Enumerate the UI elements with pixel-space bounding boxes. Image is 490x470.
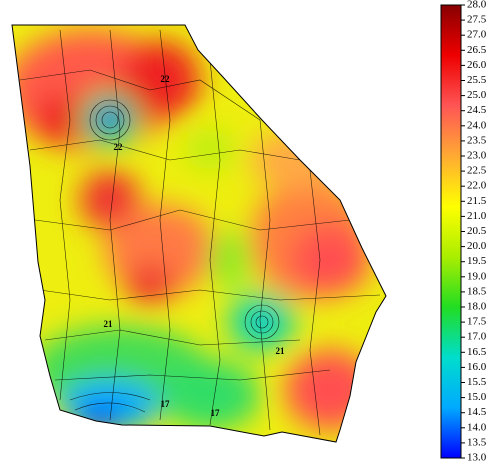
colorbar-tick-label: 22.0: [467, 180, 487, 192]
colorbar-tick-label: 13.0: [467, 452, 487, 464]
colorbar-tick-label: 26.0: [467, 59, 487, 71]
colorbar-tick-label: 18.0: [467, 301, 487, 313]
contour-label: 21: [276, 346, 286, 356]
colorbar-tick-label: 23.5: [467, 134, 487, 146]
colorbar-tick-label: 19.5: [467, 255, 487, 267]
contour-label: 22: [161, 74, 171, 84]
colorbar-tick-label: 28.0: [467, 0, 487, 11]
colorbar-tick-label: 23.0: [467, 150, 487, 162]
colorbar-tick-label: 25.0: [467, 89, 487, 101]
colorbar: [440, 4, 462, 459]
colorbar-tick-label: 14.5: [467, 406, 487, 418]
contour-label: 21: [104, 319, 114, 329]
colorbar-tick-label: 25.5: [467, 74, 487, 86]
colorbar-tick-label: 26.5: [467, 44, 487, 56]
colorbar-tick-label: 22.5: [467, 165, 487, 177]
colorbar-tick-label: 27.0: [467, 29, 487, 41]
colorbar-tick-label: 16.5: [467, 346, 487, 358]
colorbar-tick-label: 27.5: [467, 14, 487, 26]
colorbar-tick-label: 24.0: [467, 119, 487, 131]
colorbar-tick-label: 13.5: [467, 436, 487, 448]
colorbar-tick-label: 19.0: [467, 270, 487, 282]
colorbar-tick-label: 15.5: [467, 376, 487, 388]
colorbar-tick-label: 21.5: [467, 195, 487, 207]
colorbar-tick-label: 20.5: [467, 225, 487, 237]
colorbar-tick-label: 17.0: [467, 331, 487, 343]
state-outline: [11, 24, 387, 443]
contour-label: 22: [114, 142, 124, 152]
colorbar-tick-label: 15.0: [467, 391, 487, 403]
colorbar-tick-label: 17.5: [467, 316, 487, 328]
colorbar-tick-label: 14.0: [467, 421, 487, 433]
colorbar-tick-label: 18.5: [467, 285, 487, 297]
contour-labels: 22 22 17 21 17 21: [104, 74, 286, 418]
contour-label: 17: [161, 399, 171, 409]
colorbar-tick-label: 24.5: [467, 104, 487, 116]
contour-label: 17: [211, 408, 221, 418]
colorbar-tick-label: 20.0: [467, 240, 487, 252]
map-fill: [12, 25, 386, 442]
colorbar-tick-label: 16.0: [467, 361, 487, 373]
colorbar-tick-label: 21.0: [467, 210, 487, 222]
colorbar-axis: 13.0 13.5 14.0 14.5 15.0 15.5 16.0 16.5 17.0 17.5…: [461, 0, 487, 464]
